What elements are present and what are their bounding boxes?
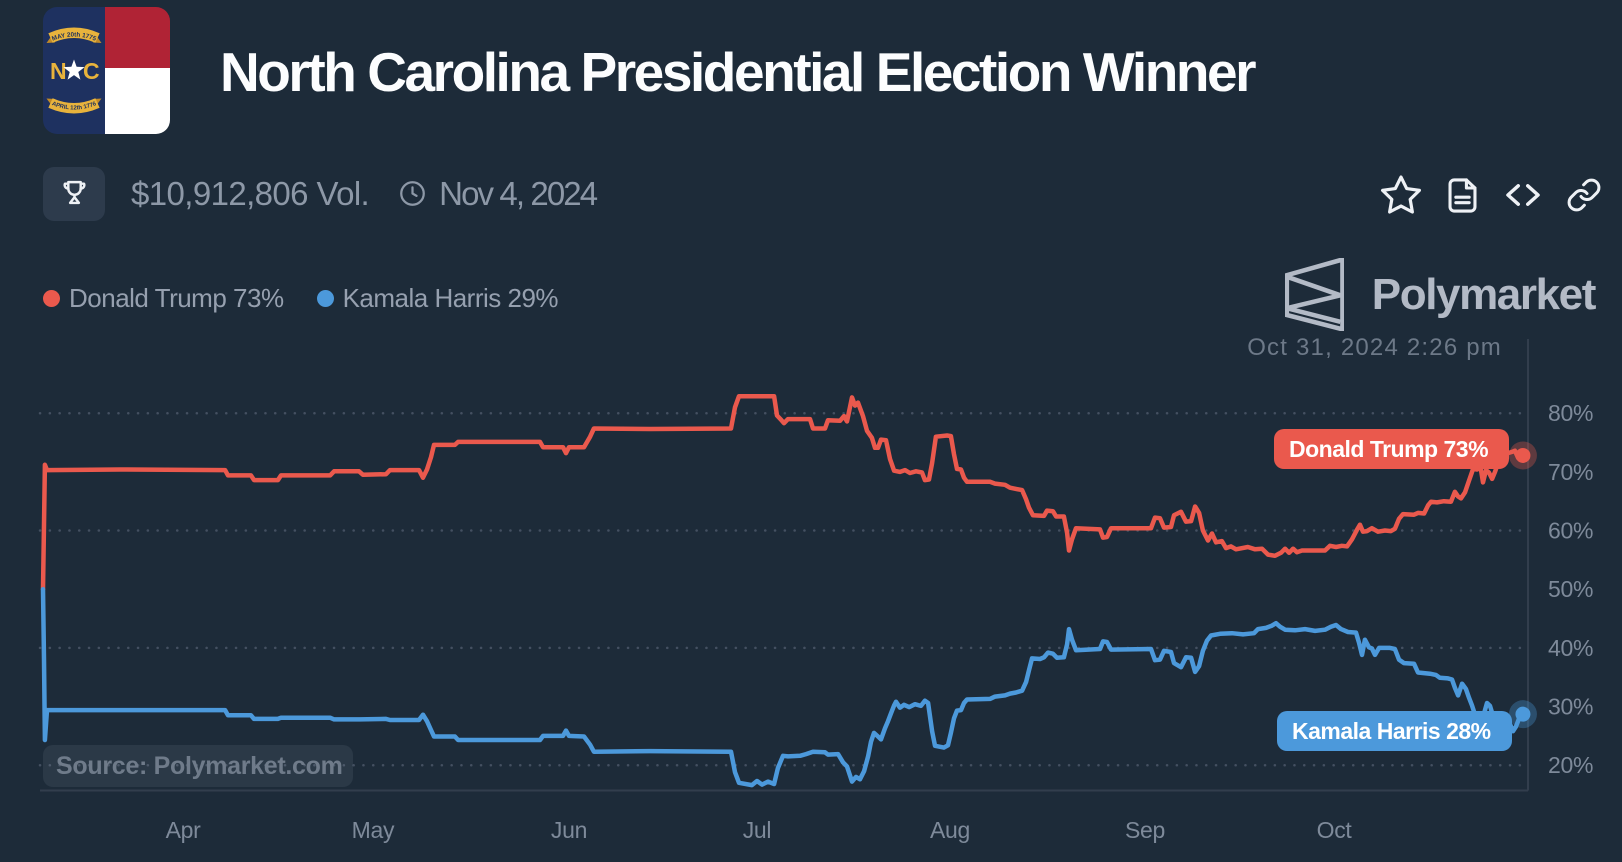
svg-text:C: C (83, 58, 100, 84)
svg-text:N: N (50, 58, 67, 84)
end-date-label: Nov 4, 2024 (439, 174, 598, 212)
harris-end-label-pill[interactable]: Kamala Harris 28% (1277, 711, 1512, 751)
y-tick-label-20: 20% (1548, 752, 1593, 778)
polymarket-wordmark: Polymarket (1371, 269, 1597, 319)
series-end-dot-0 (1515, 447, 1531, 463)
star-button[interactable] (1379, 172, 1423, 218)
x-tick-label-Sep: Sep (1125, 817, 1165, 843)
legend-item-harris[interactable]: Kamala Harris 29% (316, 283, 559, 314)
harris-end-label: Kamala Harris 28% (1292, 717, 1491, 744)
x-tick-label-Jul: Jul (743, 817, 772, 843)
x-tick-label-Oct: Oct (1317, 817, 1353, 843)
star-icon (1381, 175, 1421, 214)
svg-text:APRIL 12th 1776: APRIL 12th 1776 (51, 101, 98, 112)
y-tick-label-40: 40% (1548, 635, 1593, 661)
y-tick-label-60: 60% (1548, 518, 1593, 544)
document-button[interactable] (1440, 172, 1484, 218)
legend-item-trump[interactable]: Donald Trump 73% (43, 283, 284, 314)
flag-red-band (105, 7, 170, 68)
flag-top-scroll: MAY 20th 1775 (46, 27, 102, 43)
market-flag-image: MAY 20th 1775 N C APRIL 12th 1776 (43, 7, 170, 134)
source-label: Source: Polymarket.com (56, 751, 343, 780)
flag-star (63, 59, 85, 80)
polymarket-logo-icon (1284, 258, 1344, 331)
flag-monogram: N C (50, 58, 100, 84)
series-end-dot-1 (1515, 706, 1531, 722)
document-icon (1447, 177, 1477, 213)
volume-label: $10,912,806 Vol. (131, 174, 370, 212)
link-button[interactable] (1562, 172, 1606, 218)
chart-legend: Donald Trump 73% Kamala Harris 29% (43, 283, 559, 314)
y-tick-label-80: 80% (1548, 400, 1593, 426)
copy-link-icon (1567, 178, 1601, 212)
x-tick-label-Apr: Apr (166, 817, 202, 843)
x-tick-label-May: May (352, 817, 395, 843)
clock-icon-wrap (399, 180, 426, 207)
series-line-1[interactable] (40, 586, 1526, 788)
chart-timestamp: Oct 31, 2024 2:26 pm (1247, 334, 1502, 361)
trump-legend-dot (43, 290, 60, 307)
y-tick-label-30: 30% (1548, 694, 1593, 720)
page-title: North Carolina Presidential Election Win… (220, 41, 1257, 103)
trump-end-label-pill[interactable]: Donald Trump 73% (1274, 429, 1509, 469)
trump-end-label: Donald Trump 73% (1289, 435, 1489, 462)
flag-white-band (105, 68, 170, 134)
clock-icon (400, 181, 426, 206)
x-tick-label-Jun: Jun (551, 817, 587, 843)
polymarket-brand: Polymarket (1284, 258, 1597, 331)
embed-button[interactable] (1501, 172, 1545, 218)
harris-legend-label: Kamala Harris 29% (342, 283, 559, 313)
x-tick-label-Aug: Aug (930, 817, 970, 843)
svg-text:MAY 20th 1775: MAY 20th 1775 (51, 31, 98, 42)
source-chip: Source: Polymarket.com (43, 745, 353, 787)
y-tick-label-70: 70% (1548, 459, 1593, 485)
series-line-0[interactable] (40, 393, 1526, 592)
toolbar (1379, 172, 1606, 218)
trophy-icon (62, 180, 86, 205)
flag-bottom-scroll: APRIL 12th 1776 (46, 98, 102, 114)
market-type-chip[interactable] (43, 166, 105, 221)
y-tick-label-50: 50% (1548, 576, 1593, 602)
market-meta-row: $10,912,806 Vol. Nov 4, 2024 (43, 166, 943, 221)
trump-legend-label: Donald Trump 73% (69, 283, 284, 313)
harris-legend-dot (316, 290, 334, 307)
embed-code-icon (1506, 184, 1540, 206)
